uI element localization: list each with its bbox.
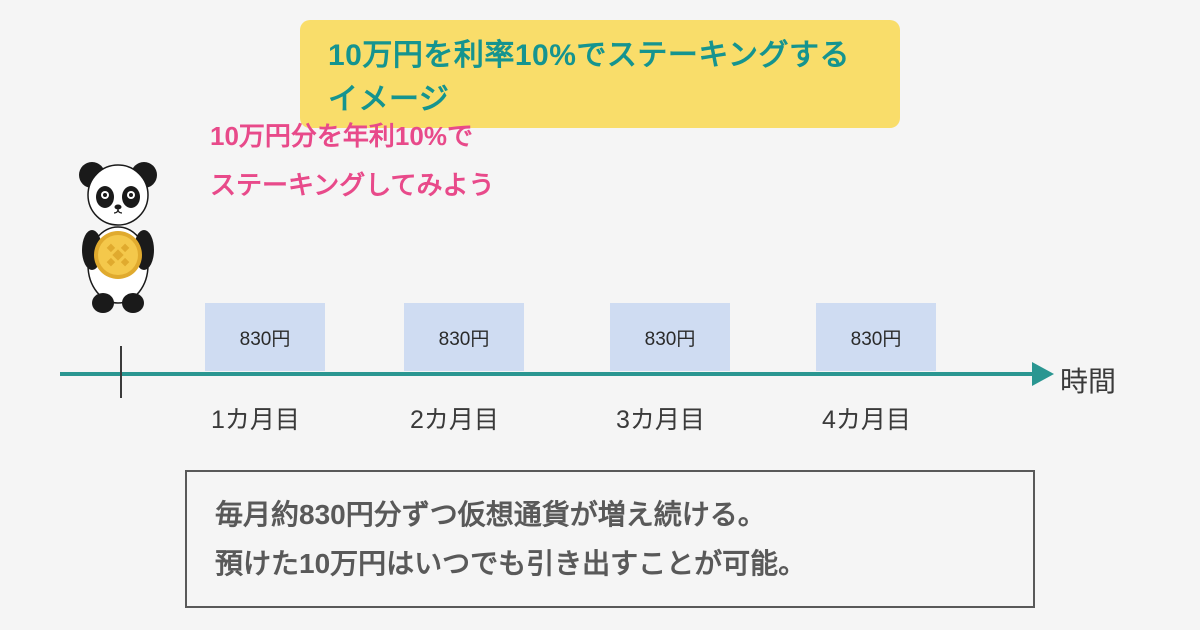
month-label: 1カ月目 <box>211 400 300 436</box>
panda-illustration <box>68 155 168 315</box>
timeline-line <box>60 372 1040 376</box>
summary-line-2: 預けた10万円はいつでも引き出すことが可能。 <box>215 539 1005 588</box>
month-amount-box: 830円 <box>205 303 325 371</box>
speech-line-1: 10万円分を年利10%で <box>210 112 494 161</box>
month-amount-box: 830円 <box>816 303 936 371</box>
month-amount-box: 830円 <box>404 303 524 371</box>
month-label: 2カ月目 <box>410 400 499 436</box>
summary-box: 毎月約830円分ずつ仮想通貨が増え続ける。 預けた10万円はいつでも引き出すこと… <box>185 470 1035 608</box>
summary-line-1: 毎月約830円分ずつ仮想通貨が増え続ける。 <box>215 490 1005 539</box>
speech-bubble-text: 10万円分を年利10%で ステーキングしてみよう <box>210 112 494 211</box>
month-amount-box: 830円 <box>610 303 730 371</box>
month-label: 3カ月目 <box>616 400 705 436</box>
time-axis-label: 時間 <box>1060 360 1116 400</box>
timeline <box>60 372 1040 376</box>
month-label: 4カ月目 <box>822 400 911 436</box>
timeline-arrow-icon <box>1032 362 1054 386</box>
timeline-start-tick <box>120 346 122 398</box>
speech-line-2: ステーキングしてみよう <box>210 161 494 210</box>
